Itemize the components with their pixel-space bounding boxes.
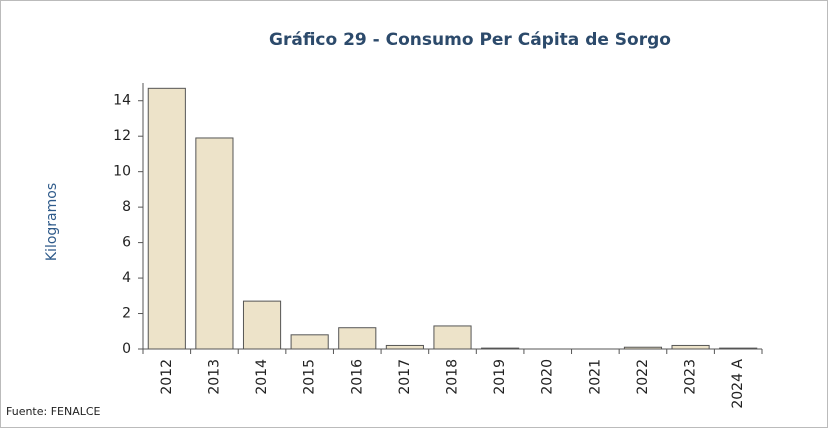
bar: [147, 87, 186, 350]
y-tick-label: 10: [113, 164, 131, 180]
x-tick-label: 2024 A: [730, 359, 746, 409]
y-tick-label: 4: [122, 270, 131, 286]
y-tick-label: 6: [122, 235, 131, 251]
bar: [623, 346, 663, 350]
chart-title: Gráfico 29 - Consumo Per Cápita de Sorgo: [269, 30, 671, 50]
x-tick-label: 2013: [206, 359, 222, 395]
bar: [242, 300, 282, 350]
bar: [195, 137, 234, 350]
bar: [338, 327, 377, 350]
y-tick-label: 8: [122, 199, 131, 215]
y-tick-label: 12: [113, 128, 131, 144]
x-tick-label: 2021: [587, 359, 603, 395]
bar: [481, 347, 520, 350]
y-tick-label: 14: [113, 93, 131, 109]
y-tick-label: 0: [122, 341, 131, 357]
x-tick-label: 2016: [349, 359, 365, 395]
x-tick-label: 2014: [254, 359, 270, 395]
y-tick-label: 2: [122, 306, 131, 322]
bar: [719, 347, 758, 350]
x-tick-label: 2015: [302, 359, 318, 395]
x-tick-label: 2022: [635, 359, 651, 395]
x-tick-label: 2023: [683, 359, 699, 395]
bar: [290, 334, 329, 350]
bar: [671, 344, 710, 350]
x-tick-label: 2019: [492, 359, 508, 395]
x-tick-label: 2012: [159, 359, 175, 395]
source: Fuente: FENALCE: [6, 405, 101, 418]
y-axis-label: Kilogramos: [44, 183, 60, 261]
bar: [385, 344, 424, 350]
x-tick-label: 2017: [397, 359, 413, 395]
x-tick-label: 2018: [445, 359, 461, 395]
x-tick-label: 2020: [540, 359, 556, 395]
bar: [433, 325, 472, 350]
